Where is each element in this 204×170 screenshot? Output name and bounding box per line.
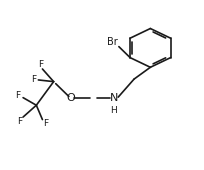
Text: O: O (66, 94, 75, 104)
Text: F: F (38, 60, 43, 69)
Text: Br: Br (106, 37, 117, 47)
Text: F: F (31, 75, 36, 84)
Text: F: F (43, 119, 48, 128)
Text: F: F (17, 117, 22, 126)
Text: H: H (110, 106, 116, 115)
Text: F: F (15, 91, 20, 100)
Text: N: N (109, 94, 117, 104)
